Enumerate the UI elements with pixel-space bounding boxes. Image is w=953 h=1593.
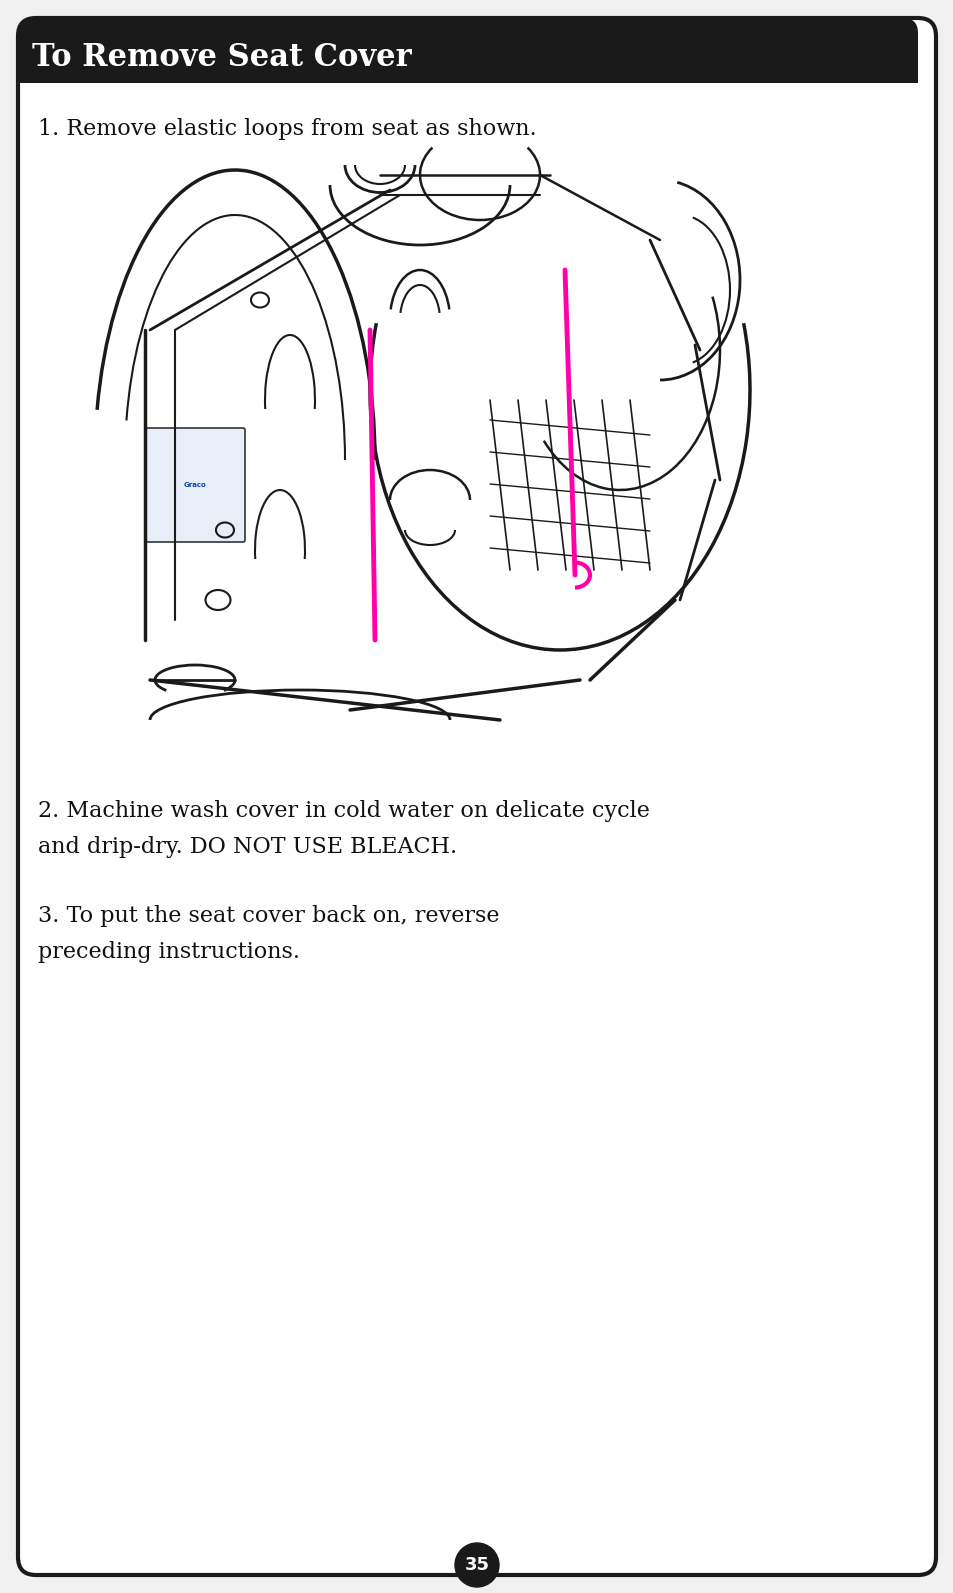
Bar [18,56,917,83]
Text: 3. To put the seat cover back on, reverse
preceding instructions.: 3. To put the seat cover back on, revers… [38,905,499,962]
Circle shape [455,1544,498,1587]
Text: 1. Remove elastic loops from seat as shown.: 1. Remove elastic loops from seat as sho… [38,118,536,140]
Text: 2. Machine wash cover in cold water on delicate cycle
and drip-dry. DO NOT USE B: 2. Machine wash cover in cold water on d… [38,800,649,857]
Text: Graco: Graco [183,483,206,487]
Text: 35: 35 [464,1556,489,1574]
FancyBboxPatch shape [18,18,935,1575]
FancyBboxPatch shape [146,429,245,542]
Bar [70,145,889,725]
FancyBboxPatch shape [18,18,917,83]
Text: To Remove Seat Cover: To Remove Seat Cover [32,41,412,73]
